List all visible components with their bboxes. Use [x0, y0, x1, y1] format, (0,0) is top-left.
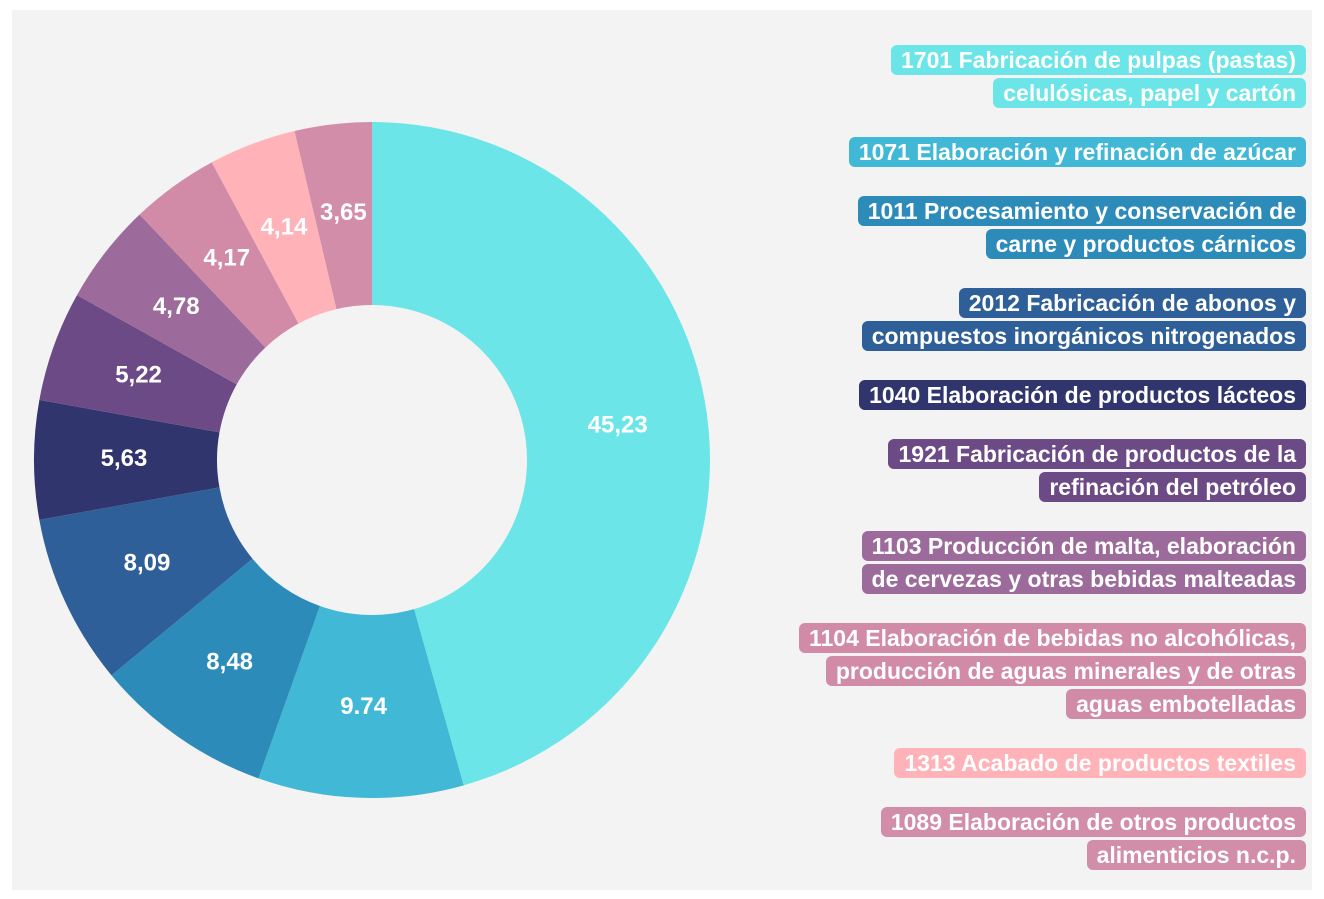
donut-segment — [139, 162, 299, 348]
donut-segment — [76, 214, 266, 385]
data-label: 4,78 — [153, 293, 200, 320]
legend-label: 1701 Fabricación de pulpas (pastas) celu… — [891, 45, 1306, 108]
data-label: 4,17 — [203, 244, 250, 271]
donut-segment — [111, 558, 320, 779]
data-label: 5,22 — [115, 362, 162, 389]
legend-item: 1040 Elaboración de productos lácteos — [859, 379, 1306, 412]
legend-item: 1089 Elaboración de otros productos alim… — [880, 806, 1306, 872]
data-label: 3,65 — [320, 199, 367, 226]
legend-label: 1313 Acabado de productos textiles — [894, 748, 1306, 778]
donut-segment — [372, 122, 710, 786]
legend-label: 1040 Elaboración de productos lácteos — [859, 380, 1306, 410]
legend-item: 1701 Fabricación de pulpas (pastas) celu… — [891, 44, 1306, 110]
legend-item: 1313 Acabado de productos textiles — [894, 747, 1306, 780]
legend-item: 1104 Elaboración de bebidas no alcohólic… — [798, 622, 1306, 721]
legend-item: 1103 Producción de malta, elaboración de… — [861, 530, 1306, 596]
data-label: 8,09 — [124, 550, 171, 577]
legend-label: 1011 Procesamiento y conservación de car… — [857, 196, 1306, 259]
donut-segment — [211, 131, 337, 324]
legend: 1701 Fabricación de pulpas (pastas) celu… — [666, 44, 1306, 872]
data-label: 5,63 — [101, 445, 148, 472]
legend-item: 1071 Elaboración y refinación de azúcar — [848, 136, 1306, 169]
donut-segment — [33, 399, 220, 520]
donut-segment — [294, 122, 372, 310]
data-label: 4,14 — [261, 213, 308, 240]
legend-item: 1011 Procesamiento y conservación de car… — [857, 195, 1306, 261]
legend-label: 2012 Fabricación de abonos y compuestos … — [861, 288, 1306, 351]
donut-segment — [39, 487, 253, 676]
donut-segment — [258, 605, 464, 799]
legend-label: 1071 Elaboración y refinación de azúcar — [848, 137, 1306, 167]
legend-label: 1089 Elaboración de otros productos alim… — [880, 807, 1306, 870]
data-label: 9.74 — [340, 693, 387, 720]
data-label: 8,48 — [206, 648, 253, 675]
data-label: 45,23 — [588, 411, 648, 438]
legend-label: 1921 Fabricación de productos de la refi… — [888, 439, 1306, 502]
legend-label: 1103 Producción de malta, elaboración de… — [861, 531, 1306, 594]
legend-label: 1104 Elaboración de bebidas no alcohólic… — [798, 623, 1306, 719]
donut-segment — [39, 295, 237, 433]
legend-item: 1921 Fabricación de productos de la refi… — [888, 438, 1306, 504]
legend-item: 2012 Fabricación de abonos y compuestos … — [861, 287, 1306, 353]
